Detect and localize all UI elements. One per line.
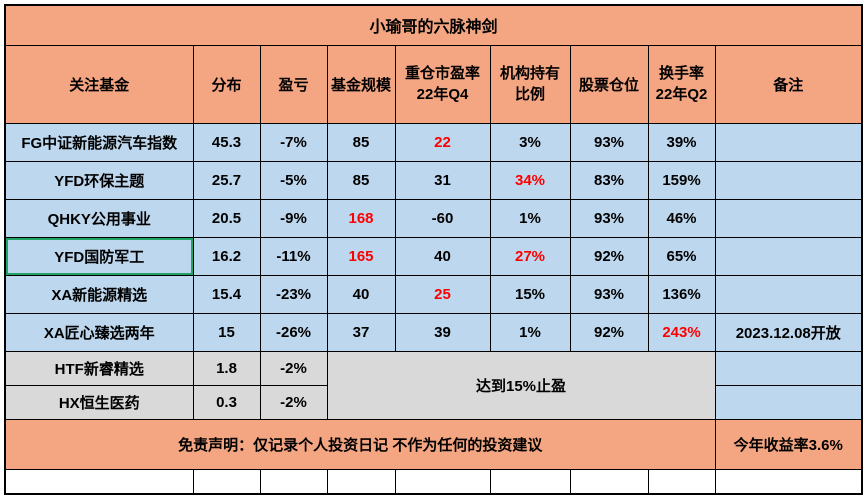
header-pe-ratio[interactable]: 重仓市盈率 22年Q4 [394,44,491,124]
cell-fund-name[interactable]: XA新能源精选 [4,274,194,314]
title-row: 小瑜哥的六脉神剑 [4,4,863,46]
table-row: HX恒生医药 0.3 -2% [4,384,863,420]
cell-note[interactable] [714,198,863,238]
cell-note[interactable]: 2023.12.08开放 [714,312,863,352]
header-distribution[interactable]: 分布 [192,44,261,124]
cell-fund-scale[interactable]: 168 [326,198,396,238]
empty-cell[interactable] [394,468,491,494]
cell-institutional-ratio[interactable]: 1% [489,312,571,352]
cell-pe-ratio[interactable]: 25 [394,274,491,314]
cell-profit-loss[interactable]: -2% [259,350,328,386]
cell-fund-name[interactable]: YFD环保主题 [4,160,194,200]
fund-table: 小瑜哥的六脉神剑 关注基金 分布 盈亏 基金规模 重仓市盈率 22年Q4 机构持… [4,4,863,495]
cell-profit-loss[interactable]: -2% [259,384,328,420]
cell-institutional-ratio[interactable]: 27% [489,236,571,276]
cell-institutional-ratio[interactable]: 1% [489,198,571,238]
header-institutional-ratio[interactable]: 机构持有 比例 [489,44,571,124]
cell-profit-loss[interactable]: -26% [259,312,328,352]
table-row: XA匠心臻选两年 15 -26% 37 39 1% 92% 243% 2023.… [4,312,863,352]
header-note[interactable]: 备注 [714,44,863,124]
table-row: FG中证新能源汽车指数 45.3 -7% 85 22 3% 93% 39% [4,122,863,162]
cell-profit-loss[interactable]: -9% [259,198,328,238]
cell-turnover-rate[interactable]: 159% [647,160,716,200]
header-turnover-rate[interactable]: 换手率 22年Q2 [647,44,716,124]
empty-cell[interactable] [489,468,571,494]
footer-row: 免责声明：仅记录个人投资日记 不作为任何的投资建议 今年收益率3.6% [4,418,863,470]
selected-cell-fund-name[interactable]: YFD国防军工 [4,236,194,276]
cell-pe-ratio[interactable]: 39 [394,312,491,352]
cell-turnover-rate[interactable]: 39% [647,122,716,162]
header-fund-scale[interactable]: 基金规模 [326,44,396,124]
cell-distribution[interactable]: 25.7 [192,160,261,200]
cell-turnover-rate[interactable]: 136% [647,274,716,314]
empty-cell[interactable] [192,468,261,494]
cell-fund-name[interactable]: XA匠心臻选两年 [4,312,194,352]
cell-note[interactable] [714,122,863,162]
cell-pe-ratio[interactable]: -60 [394,198,491,238]
annual-return-cell[interactable]: 今年收益率3.6% [714,418,863,470]
spreadsheet: 小瑜哥的六脉神剑 关注基金 分布 盈亏 基金规模 重仓市盈率 22年Q4 机构持… [4,4,863,495]
header-row: 关注基金 分布 盈亏 基金规模 重仓市盈率 22年Q4 机构持有 比例 股票仓位… [4,44,863,124]
cell-distribution[interactable]: 45.3 [192,122,261,162]
cell-fund-scale[interactable]: 40 [326,274,396,314]
cell-stock-position[interactable]: 92% [569,312,649,352]
cell-note[interactable] [714,274,863,314]
cell-institutional-ratio[interactable]: 3% [489,122,571,162]
cell-fund-scale[interactable]: 85 [326,160,396,200]
empty-cell[interactable] [326,468,396,494]
empty-cell[interactable] [714,468,863,494]
cell-distribution[interactable]: 1.8 [192,350,261,386]
cell-stock-position[interactable]: 92% [569,236,649,276]
empty-cell[interactable] [259,468,328,494]
merged-take-profit-cell[interactable]: 达到15%止盈 [326,350,716,420]
table-row: YFD国防军工 16.2 -11% 165 40 27% 92% 65% [4,236,863,276]
cell-profit-loss[interactable]: -11% [259,236,328,276]
header-fund[interactable]: 关注基金 [4,44,194,124]
cell-fund-name[interactable]: HTF新睿精选 [4,350,194,386]
table-row: HTF新睿精选 1.8 -2% 达到15%止盈 [4,350,863,420]
cell-profit-loss[interactable]: -23% [259,274,328,314]
cell-stock-position[interactable]: 93% [569,274,649,314]
cell-fund-scale[interactable]: 85 [326,122,396,162]
cell-note[interactable] [714,160,863,200]
cell-stock-position[interactable]: 93% [569,198,649,238]
cell-distribution[interactable]: 20.5 [192,198,261,238]
table-row: QHKY公用事业 20.5 -9% 168 -60 1% 93% 46% [4,198,863,238]
cell-stock-position[interactable]: 93% [569,122,649,162]
header-stock-position[interactable]: 股票仓位 [569,44,649,124]
cell-fund-scale[interactable]: 165 [326,236,396,276]
cell-fund-name[interactable]: HX恒生医药 [4,384,194,420]
cell-profit-loss[interactable]: -7% [259,122,328,162]
cell-distribution[interactable]: 16.2 [192,236,261,276]
cell-note[interactable] [714,384,863,420]
cell-fund-name[interactable]: FG中证新能源汽车指数 [4,122,194,162]
disclaimer-cell[interactable]: 免责声明：仅记录个人投资日记 不作为任何的投资建议 [4,418,716,470]
cell-note[interactable] [714,350,863,386]
cell-distribution[interactable]: 0.3 [192,384,261,420]
cell-pe-ratio[interactable]: 31 [394,160,491,200]
cell-distribution[interactable]: 15 [192,312,261,352]
cell-fund-name[interactable]: QHKY公用事业 [4,198,194,238]
cell-turnover-rate[interactable]: 243% [647,312,716,352]
cell-pe-ratio[interactable]: 22 [394,122,491,162]
sheet-title[interactable]: 小瑜哥的六脉神剑 [4,4,863,46]
partial-next-row [4,468,863,494]
header-profit-loss[interactable]: 盈亏 [259,44,328,124]
empty-cell[interactable] [647,468,716,494]
cell-turnover-rate[interactable]: 46% [647,198,716,238]
empty-cell[interactable] [569,468,649,494]
cell-turnover-rate[interactable]: 65% [647,236,716,276]
cell-pe-ratio[interactable]: 40 [394,236,491,276]
cell-distribution[interactable]: 15.4 [192,274,261,314]
cell-institutional-ratio[interactable]: 15% [489,274,571,314]
table-row: YFD环保主题 25.7 -5% 85 31 34% 83% 159% [4,160,863,200]
cell-profit-loss[interactable]: -5% [259,160,328,200]
cell-institutional-ratio[interactable]: 34% [489,160,571,200]
cell-fund-scale[interactable]: 37 [326,312,396,352]
cell-stock-position[interactable]: 83% [569,160,649,200]
table-row: XA新能源精选 15.4 -23% 40 25 15% 93% 136% [4,274,863,314]
empty-cell[interactable] [4,468,194,494]
cell-note[interactable] [714,236,863,276]
